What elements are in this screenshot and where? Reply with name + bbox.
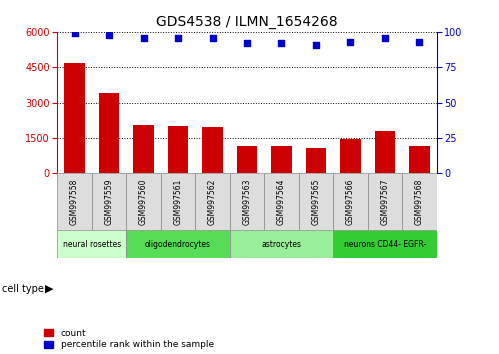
Point xyxy=(174,35,182,40)
Bar xyxy=(64,63,85,173)
Bar xyxy=(333,173,368,230)
Text: oligodendrocytes: oligodendrocytes xyxy=(145,240,211,249)
Bar xyxy=(230,173,264,230)
Point xyxy=(140,35,148,40)
Bar xyxy=(230,230,333,258)
Bar xyxy=(340,139,361,173)
Bar xyxy=(402,173,437,230)
Text: cell type: cell type xyxy=(2,284,44,293)
Point xyxy=(243,40,251,46)
Text: neural rosettes: neural rosettes xyxy=(63,240,121,249)
Text: GSM997566: GSM997566 xyxy=(346,178,355,225)
Text: GSM997563: GSM997563 xyxy=(243,178,251,225)
Bar xyxy=(99,93,119,173)
Point xyxy=(71,30,79,36)
Text: GSM997565: GSM997565 xyxy=(311,178,320,225)
Text: GSM997562: GSM997562 xyxy=(208,178,217,225)
Text: GSM997561: GSM997561 xyxy=(174,178,183,225)
Text: GSM997558: GSM997558 xyxy=(70,178,79,225)
Bar xyxy=(126,173,161,230)
Text: GSM997568: GSM997568 xyxy=(415,178,424,225)
Bar xyxy=(57,173,92,230)
Text: GSM997559: GSM997559 xyxy=(105,178,114,225)
Bar xyxy=(195,173,230,230)
Bar xyxy=(368,173,402,230)
Point xyxy=(415,39,423,45)
Point xyxy=(346,39,354,45)
Bar xyxy=(202,127,223,173)
Text: ▶: ▶ xyxy=(45,284,53,293)
Text: neurons CD44- EGFR-: neurons CD44- EGFR- xyxy=(344,240,426,249)
Bar xyxy=(133,125,154,173)
Point xyxy=(312,42,320,47)
Bar xyxy=(305,148,326,173)
Title: GDS4538 / ILMN_1654268: GDS4538 / ILMN_1654268 xyxy=(156,16,338,29)
Bar xyxy=(57,230,126,258)
Text: GSM997567: GSM997567 xyxy=(380,178,389,225)
Text: GSM997560: GSM997560 xyxy=(139,178,148,225)
Text: astrocytes: astrocytes xyxy=(261,240,301,249)
Bar xyxy=(168,126,189,173)
Bar xyxy=(409,146,430,173)
Bar xyxy=(264,173,299,230)
Bar xyxy=(271,146,292,173)
Point xyxy=(381,35,389,40)
Bar xyxy=(237,146,257,173)
Legend: count, percentile rank within the sample: count, percentile rank within the sample xyxy=(44,329,214,349)
Text: GSM997564: GSM997564 xyxy=(277,178,286,225)
Bar xyxy=(92,173,126,230)
Bar xyxy=(126,230,230,258)
Bar xyxy=(375,131,395,173)
Bar xyxy=(299,173,333,230)
Point xyxy=(209,35,217,40)
Bar xyxy=(333,230,437,258)
Bar xyxy=(161,173,195,230)
Point xyxy=(105,32,113,38)
Point xyxy=(277,40,285,46)
